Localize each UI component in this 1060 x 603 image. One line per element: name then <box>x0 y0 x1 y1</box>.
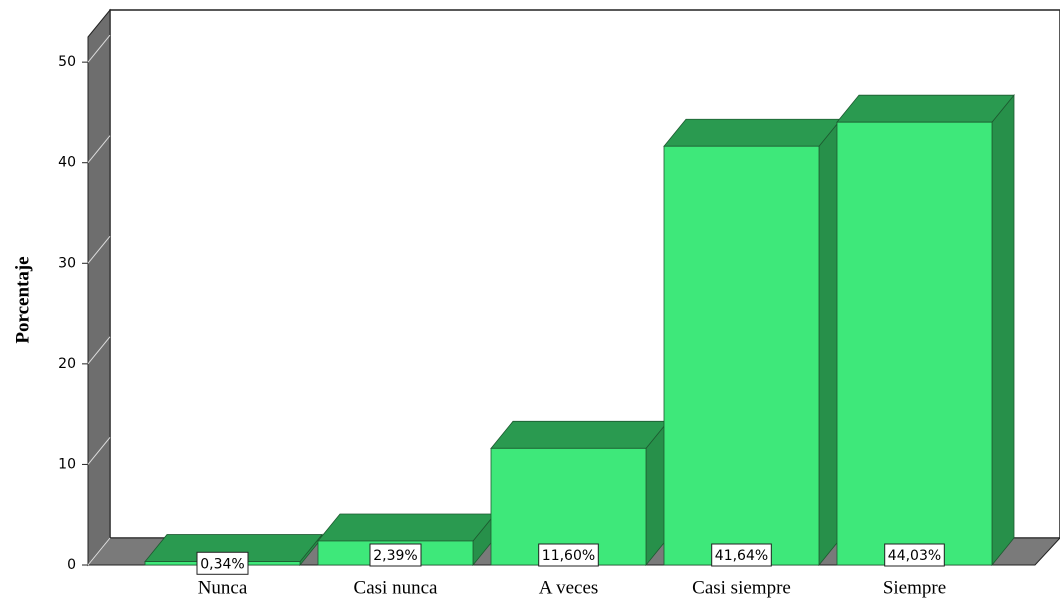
y-axis-label: Porcentaje <box>12 256 33 343</box>
value-label: 41,64% <box>715 548 768 564</box>
value-label-box <box>711 543 772 567</box>
value-label-box <box>538 543 599 567</box>
bar-top <box>490 420 669 449</box>
grid-line <box>87 537 111 566</box>
bar-top <box>836 94 1015 123</box>
x-tick-label: Casi siempre <box>692 577 791 598</box>
value-label: 11,60% <box>542 548 595 564</box>
value-label: 44,03% <box>888 548 941 564</box>
value-label: 0,34% <box>200 556 244 572</box>
grid-line <box>87 235 111 264</box>
y-tick-label: 20 <box>58 356 76 372</box>
value-label: 2,39% <box>373 548 417 564</box>
x-tick-label: A veces <box>539 577 599 598</box>
y-tick-label: 10 <box>58 456 76 472</box>
bar-side <box>991 94 1015 567</box>
x-tick-label: Nunca <box>198 577 248 598</box>
bar-front <box>836 121 993 566</box>
value-label-box <box>884 543 945 567</box>
y-tick-label: 30 <box>58 255 76 271</box>
bar <box>663 118 842 567</box>
side-wall <box>87 8 111 567</box>
y-tick-label: 50 <box>58 54 76 70</box>
value-label-box <box>369 543 422 567</box>
bar-front <box>663 145 820 566</box>
bar <box>490 420 669 567</box>
bar <box>836 94 1015 567</box>
x-tick-label: Siempre <box>883 577 946 598</box>
y-tick-label: 40 <box>58 155 76 171</box>
x-tick-label: Casi nunca <box>354 577 438 598</box>
grid-line <box>87 34 111 63</box>
y-tick-label: 0 <box>67 557 76 573</box>
bar-top <box>317 513 496 542</box>
value-label-box <box>196 551 249 575</box>
bar-top <box>663 118 842 147</box>
grid-line <box>87 336 111 365</box>
grid-line <box>87 437 111 465</box>
grid-line <box>87 135 111 164</box>
